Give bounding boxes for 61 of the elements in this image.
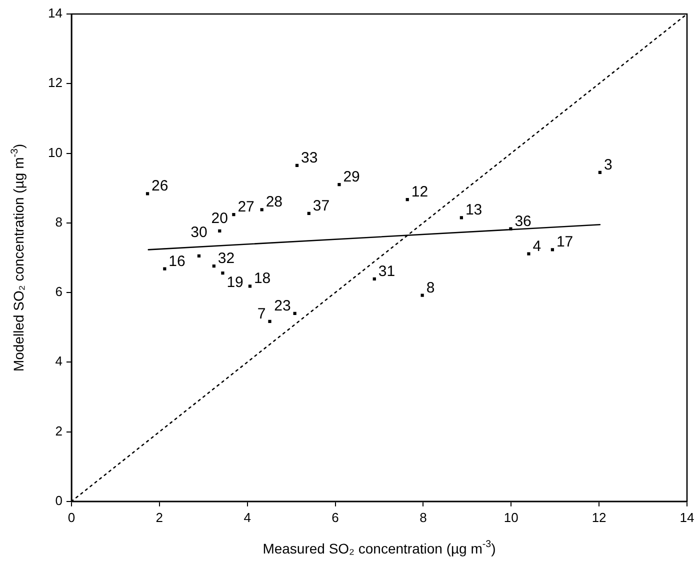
- annotation: 37: [312, 197, 330, 214]
- x-tick-label: 0: [68, 510, 76, 525]
- annotation: 32: [218, 250, 235, 268]
- point: [372, 277, 376, 280]
- annotation: 18: [254, 270, 271, 288]
- point: [248, 284, 252, 288]
- annotation: 19: [226, 274, 244, 292]
- point: [146, 192, 150, 196]
- annotation: 12: [411, 184, 428, 201]
- point: [527, 252, 530, 256]
- point: [197, 254, 201, 258]
- point: [509, 227, 512, 230]
- annotation: 23: [274, 297, 291, 314]
- point: [268, 320, 272, 323]
- point: [307, 212, 310, 216]
- annotation: 7: [257, 305, 266, 322]
- y-tick-label: 12: [48, 75, 62, 90]
- x-tick-label: 6: [332, 510, 339, 525]
- y-tick-label: 10: [48, 144, 62, 160]
- annotation: 3: [604, 156, 612, 174]
- x-tick-label: 12: [592, 510, 606, 525]
- annotation: 8: [426, 279, 435, 296]
- point: [598, 170, 602, 174]
- annotation: 33: [301, 149, 318, 166]
- point: [293, 312, 296, 315]
- y-tick-label: 0: [55, 492, 62, 508]
- annotation: 27: [238, 198, 254, 216]
- y-tick-label: 6: [55, 284, 62, 300]
- point: [420, 294, 424, 297]
- annotation: 31: [378, 262, 396, 280]
- annotation: 26: [152, 178, 168, 195]
- annotation: 20: [211, 210, 228, 227]
- y-tick-label: 8: [55, 214, 62, 230]
- annotation: 28: [266, 194, 283, 211]
- point: [260, 208, 264, 212]
- point: [163, 267, 166, 270]
- point: [218, 229, 222, 232]
- x-tick-label: 2: [156, 510, 164, 525]
- point: [338, 183, 341, 186]
- y-axis-title: Modelled SO₂ concentration (µg m-3): [9, 144, 26, 372]
- annotation: 29: [343, 168, 360, 186]
- y-tick-label: 4: [55, 354, 62, 369]
- annotation: 13: [465, 202, 482, 219]
- annotation: 36: [514, 212, 532, 230]
- annotation: 30: [190, 224, 208, 241]
- annotation: 16: [168, 252, 186, 270]
- x-tick-label: 8: [420, 510, 427, 525]
- annotation: 4: [532, 238, 542, 255]
- point: [406, 198, 409, 202]
- point: [550, 248, 554, 252]
- point: [212, 264, 216, 268]
- y-tick-label: 14: [48, 6, 62, 21]
- point: [460, 216, 464, 220]
- x-tick-label: 4: [244, 510, 251, 525]
- x-tick-label: 14: [680, 510, 694, 525]
- point: [295, 164, 299, 168]
- point: [232, 212, 236, 216]
- x-tick-label: 10: [504, 510, 518, 525]
- point: [221, 271, 224, 275]
- annotation: 17: [556, 234, 574, 251]
- y-tick-label: 2: [55, 423, 62, 438]
